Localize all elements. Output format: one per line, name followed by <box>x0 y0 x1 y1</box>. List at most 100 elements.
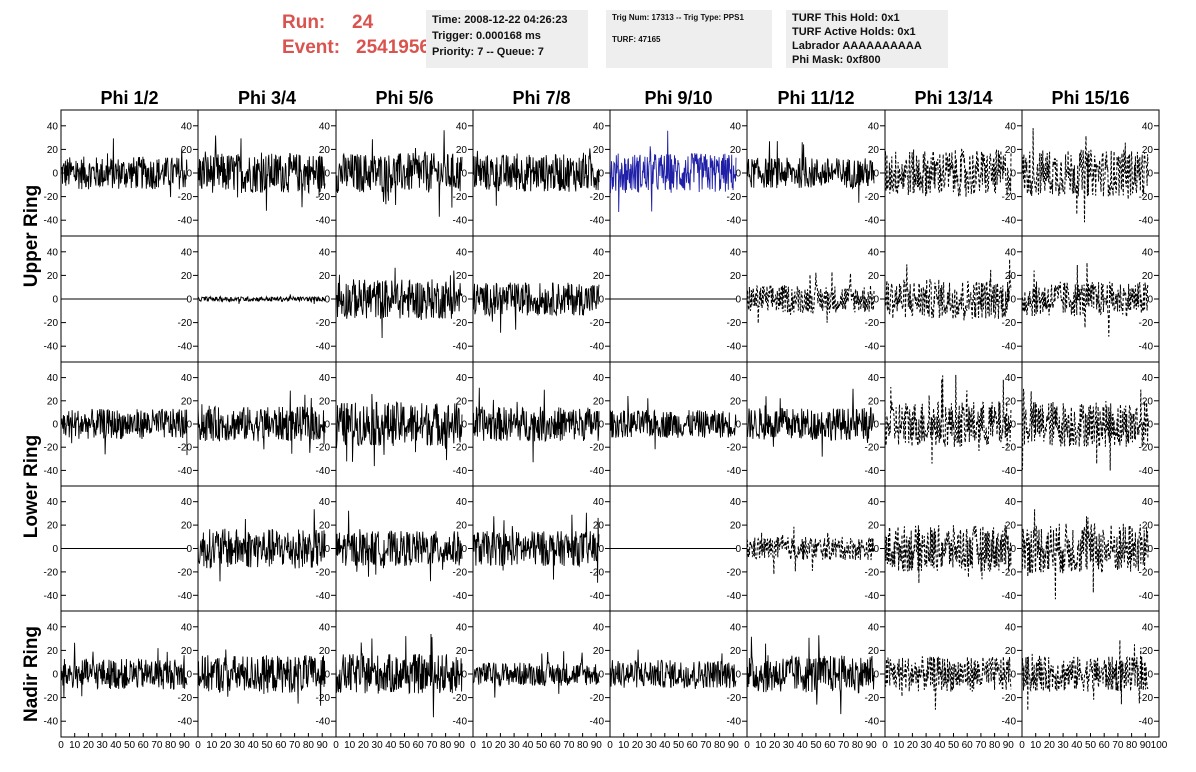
ytick-label-r2-c7-1: 20 <box>1142 396 1154 407</box>
ytick-label-r0-c5-1: 20 <box>868 145 880 156</box>
ytick-label-r2-c4-0: 40 <box>730 373 742 384</box>
ytick-label-r0-c3-1: 20 <box>593 145 605 156</box>
waveform-trace-r2-c3 <box>472 387 600 463</box>
ytick-label-r2-c5-0: 40 <box>868 373 880 384</box>
ytick-label-r4-c4-4: -40 <box>727 717 742 728</box>
ytick-label-left-r4-0: 40 <box>47 622 59 633</box>
xtick-label-c0-2: 20 <box>83 740 95 751</box>
ytick-label-r2-c7-2: 0 <box>1147 420 1153 431</box>
xtick-label-c4-9: 90 <box>728 740 740 751</box>
xtick-label-c5-5: 50 <box>810 740 822 751</box>
column-header-phi-4: Phi 7/8 <box>512 88 570 108</box>
ytick-label-r2-c4-4: -40 <box>727 466 742 477</box>
xtick-label-c2-7: 70 <box>426 740 438 751</box>
ytick-label-r2-c5-1: 20 <box>868 396 880 407</box>
xtick-label-c7-8: 80 <box>1126 740 1138 751</box>
xtick-label-c2-9: 90 <box>454 740 466 751</box>
waveform-trace-r1-c3 <box>472 282 600 333</box>
ytick-label-r4-c1-2: 0 <box>324 670 330 681</box>
ytick-label-r4-c4-2: 0 <box>735 670 741 681</box>
ytick-label-r4-c0-0: 40 <box>181 622 193 633</box>
waveform-trace-r4-c7 <box>1021 639 1149 711</box>
xtick-label-c5-9: 90 <box>866 740 878 751</box>
ytick-label-r4-c5-0: 40 <box>868 622 880 633</box>
ytick-label-r2-c3-0: 40 <box>593 373 605 384</box>
ytick-label-r3-c4-3: -20 <box>727 567 742 578</box>
xtick-label-c4-0: 0 <box>607 740 613 751</box>
xtick-label-c5-4: 40 <box>797 740 809 751</box>
ytick-label-r2-c6-4: -40 <box>1002 466 1017 477</box>
ytick-label-r2-c4-1: 20 <box>730 396 742 407</box>
ytick-label-r0-c4-3: -20 <box>727 192 742 203</box>
ytick-label-r3-c7-0: 40 <box>1142 497 1154 508</box>
ytick-label-r0-c2-4: -40 <box>453 216 468 227</box>
xtick-label-c6-2: 20 <box>907 740 919 751</box>
ytick-label-r3-c6-0: 40 <box>1005 497 1017 508</box>
run-event-block: Run: 24 Event: 2541956 <box>282 10 430 60</box>
xtick-label-c1-2: 20 <box>220 740 232 751</box>
xtick-label-c4-6: 60 <box>687 740 699 751</box>
ytick-label-r0-c1-4: -40 <box>316 216 331 227</box>
ytick-label-r2-c5-4: -40 <box>865 466 880 477</box>
ytick-label-r1-c7-2: 0 <box>1147 295 1153 306</box>
xtick-label-c1-1: 10 <box>206 740 218 751</box>
ytick-label-r2-c0-4: -40 <box>178 466 193 477</box>
ytick-label-r2-c2-3: -20 <box>453 443 468 454</box>
ytick-label-r3-c2-1: 20 <box>456 521 468 532</box>
ytick-label-r4-c2-3: -20 <box>453 693 468 704</box>
ytick-label-r4-c5-1: 20 <box>868 646 880 657</box>
waveform-trace-r0-c2 <box>335 130 463 217</box>
ytick-label-r3-c1-0: 40 <box>319 497 331 508</box>
xtick-label-c2-3: 30 <box>372 740 384 751</box>
xtick-label-c3-5: 50 <box>536 740 548 751</box>
turf-info-box: TURF This Hold: 0x1 TURF Active Holds: 0… <box>786 10 948 68</box>
run-value: 24 <box>352 12 374 33</box>
ytick-label-r2-c1-3: -20 <box>316 443 331 454</box>
xtick-label-c1-7: 70 <box>289 740 301 751</box>
ytick-label-r1-c7-1: 20 <box>1142 271 1154 282</box>
xtick-label-c2-2: 20 <box>358 740 370 751</box>
ytick-label-r1-c3-0: 40 <box>593 247 605 258</box>
xtick-label-c1-8: 80 <box>303 740 315 751</box>
xtick-label-c7-1: 10 <box>1030 740 1042 751</box>
ytick-label-r4-c5-3: -20 <box>865 693 880 704</box>
ytick-label-r0-c2-3: -20 <box>453 192 468 203</box>
ytick-label-r1-c1-0: 40 <box>319 247 331 258</box>
ytick-label-r1-c4-1: 20 <box>730 271 742 282</box>
ytick-label-left-r0-3: -20 <box>44 192 59 203</box>
xtick-label-c3-8: 80 <box>577 740 589 751</box>
row-group-label-2: Lower Ring <box>21 435 42 538</box>
ytick-label-r4-c3-1: 20 <box>593 646 605 657</box>
ytick-label-r3-c4-4: -40 <box>727 591 742 602</box>
trigger-info-box: Trig Num: 17313 -- Trig Type: PPS1 TURF:… <box>606 10 772 68</box>
waveform-trace-r3-c1 <box>197 509 326 582</box>
waveform-trace-r2-c0 <box>60 408 188 456</box>
waveform-trace-r2-c4 <box>609 395 737 450</box>
ytick-label-r1-c0-1: 20 <box>181 271 193 282</box>
ytick-label-r0-c0-3: -20 <box>178 192 193 203</box>
xtick-label-c0-8: 80 <box>165 740 177 751</box>
ytick-label-r1-c2-4: -40 <box>453 342 468 353</box>
column-header-phi-1: Phi 1/2 <box>100 88 158 108</box>
ytick-label-r1-c6-3: -20 <box>1002 318 1017 329</box>
ytick-label-r4-c5-4: -40 <box>865 717 880 728</box>
ytick-label-r1-c2-3: -20 <box>453 318 468 329</box>
ytick-label-r3-c4-1: 20 <box>730 521 742 532</box>
ytick-label-r4-c2-2: 0 <box>461 670 467 681</box>
ytick-label-r1-c6-0: 40 <box>1005 247 1017 258</box>
ytick-label-r2-c1-0: 40 <box>319 373 331 384</box>
waveform-trace-r4-c4 <box>609 649 737 690</box>
xtick-label-c0-1: 10 <box>69 740 81 751</box>
ytick-label-left-r4-1: 20 <box>47 646 59 657</box>
xtick-label-c3-4: 40 <box>522 740 534 751</box>
xtick-label-c3-1: 10 <box>481 740 493 751</box>
ytick-label-r1-c6-2: 0 <box>1010 295 1016 306</box>
ytick-label-r3-c0-0: 40 <box>181 497 193 508</box>
ytick-label-r3-c7-3: -20 <box>1139 567 1154 578</box>
ytick-label-left-r2-1: 20 <box>47 396 59 407</box>
ytick-label-r3-c0-2: 0 <box>186 544 192 555</box>
ytick-label-r2-c0-0: 40 <box>181 373 193 384</box>
ytick-label-r3-c1-1: 20 <box>319 521 331 532</box>
ytick-label-r1-c5-1: 20 <box>868 271 880 282</box>
ytick-label-r4-c0-1: 20 <box>181 646 193 657</box>
